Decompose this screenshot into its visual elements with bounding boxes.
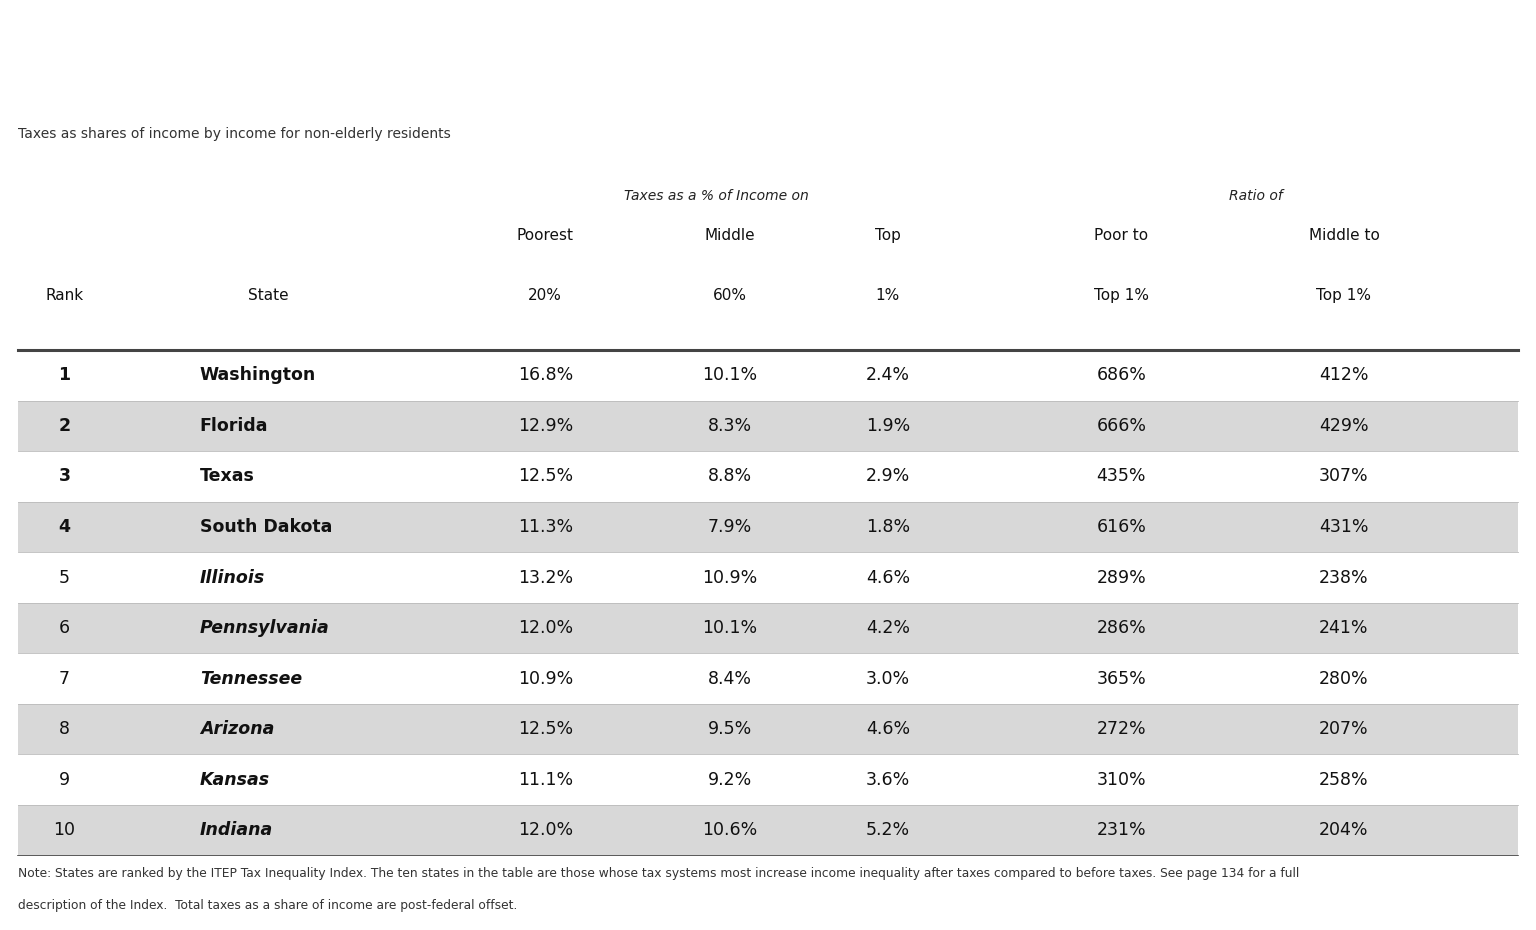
Text: 207%: 207% xyxy=(1319,720,1369,738)
Bar xyxy=(18,754,1518,805)
Text: 7: 7 xyxy=(58,670,71,687)
Text: 20%: 20% xyxy=(528,288,562,303)
Text: 272%: 272% xyxy=(1097,720,1146,738)
Bar xyxy=(18,401,1518,451)
Text: State: State xyxy=(249,288,289,303)
Text: Top 1%: Top 1% xyxy=(1094,288,1149,303)
Bar xyxy=(18,451,1518,501)
Text: Indiana: Indiana xyxy=(200,821,273,839)
Bar xyxy=(18,501,1518,552)
Bar xyxy=(18,704,1518,754)
Text: 365%: 365% xyxy=(1097,670,1146,687)
Bar xyxy=(18,805,1518,856)
Text: 204%: 204% xyxy=(1319,821,1369,839)
Text: 10.6%: 10.6% xyxy=(702,821,757,839)
Text: 4.6%: 4.6% xyxy=(866,568,909,587)
Text: 4.2%: 4.2% xyxy=(866,619,909,637)
Text: 60%: 60% xyxy=(713,288,746,303)
Text: 412%: 412% xyxy=(1319,366,1369,384)
Text: Rank: Rank xyxy=(46,288,83,303)
Text: 616%: 616% xyxy=(1097,518,1146,536)
Text: Illinois: Illinois xyxy=(200,568,264,587)
Text: 1: 1 xyxy=(58,366,71,384)
Text: Top: Top xyxy=(876,228,900,243)
Text: Poor to: Poor to xyxy=(1094,228,1149,243)
Text: 9.5%: 9.5% xyxy=(708,720,751,738)
Text: 13.2%: 13.2% xyxy=(518,568,573,587)
Text: ITEP's Terrible 10 Most Regressive State & Local Tax Systems: ITEP's Terrible 10 Most Regressive State… xyxy=(18,37,1174,70)
Text: 12.0%: 12.0% xyxy=(518,619,573,637)
Text: Tennessee: Tennessee xyxy=(200,670,301,687)
Text: Florida: Florida xyxy=(200,417,269,435)
Text: Note: States are ranked by the ITEP Tax Inequality Index. The ten states in the : Note: States are ranked by the ITEP Tax … xyxy=(18,867,1299,880)
Text: 8: 8 xyxy=(58,720,71,738)
Text: 258%: 258% xyxy=(1319,771,1369,789)
Text: 429%: 429% xyxy=(1319,417,1369,435)
Text: description of the Index.  Total taxes as a share of income are post-federal off: description of the Index. Total taxes as… xyxy=(18,898,518,911)
Text: 431%: 431% xyxy=(1319,518,1369,536)
Text: Pennsylvania: Pennsylvania xyxy=(200,619,329,637)
Text: 435%: 435% xyxy=(1097,468,1146,485)
Text: 9.2%: 9.2% xyxy=(708,771,751,789)
Text: 2: 2 xyxy=(58,417,71,435)
Text: Washington: Washington xyxy=(200,366,316,384)
Text: Kansas: Kansas xyxy=(200,771,270,789)
Text: Ratio of: Ratio of xyxy=(1229,190,1283,204)
Text: 4: 4 xyxy=(58,518,71,536)
Text: 5.2%: 5.2% xyxy=(866,821,909,839)
Text: 666%: 666% xyxy=(1097,417,1146,435)
Text: 8.8%: 8.8% xyxy=(708,468,751,485)
Text: 238%: 238% xyxy=(1319,568,1369,587)
Text: 1.9%: 1.9% xyxy=(866,417,909,435)
Bar xyxy=(18,654,1518,704)
Text: 8.3%: 8.3% xyxy=(708,417,751,435)
Text: 2.9%: 2.9% xyxy=(866,468,909,485)
Text: Middle to: Middle to xyxy=(1309,228,1379,243)
Text: 3: 3 xyxy=(58,468,71,485)
Text: Texas: Texas xyxy=(200,468,255,485)
Text: 10.1%: 10.1% xyxy=(702,366,757,384)
Text: 7.9%: 7.9% xyxy=(708,518,751,536)
Text: 12.5%: 12.5% xyxy=(518,468,573,485)
Text: 2.4%: 2.4% xyxy=(866,366,909,384)
Text: 12.9%: 12.9% xyxy=(518,417,573,435)
Text: 3.6%: 3.6% xyxy=(866,771,909,789)
Text: 12.5%: 12.5% xyxy=(518,720,573,738)
Text: 280%: 280% xyxy=(1319,670,1369,687)
Text: 286%: 286% xyxy=(1097,619,1146,637)
Bar xyxy=(18,552,1518,603)
Bar xyxy=(18,603,1518,654)
Text: 5: 5 xyxy=(58,568,71,587)
Text: 10: 10 xyxy=(54,821,75,839)
Text: 6: 6 xyxy=(58,619,71,637)
Text: Taxes as a % of Income on: Taxes as a % of Income on xyxy=(624,190,809,204)
Text: 11.3%: 11.3% xyxy=(518,518,573,536)
Text: Taxes as shares of income by income for non-elderly residents: Taxes as shares of income by income for … xyxy=(18,126,452,140)
Text: Arizona: Arizona xyxy=(200,720,273,738)
Text: 241%: 241% xyxy=(1319,619,1369,637)
Text: Poorest: Poorest xyxy=(516,228,574,243)
Text: 9: 9 xyxy=(58,771,71,789)
Text: Top 1%: Top 1% xyxy=(1316,288,1372,303)
Text: 4.6%: 4.6% xyxy=(866,720,909,738)
Text: 289%: 289% xyxy=(1097,568,1146,587)
Text: 10.1%: 10.1% xyxy=(702,619,757,637)
Text: 3.0%: 3.0% xyxy=(866,670,909,687)
Text: 8.4%: 8.4% xyxy=(708,670,751,687)
Text: 307%: 307% xyxy=(1319,468,1369,485)
Text: 12.0%: 12.0% xyxy=(518,821,573,839)
Text: 11.1%: 11.1% xyxy=(518,771,573,789)
Text: 686%: 686% xyxy=(1097,366,1146,384)
Bar xyxy=(18,350,1518,401)
Text: 1.8%: 1.8% xyxy=(866,518,909,536)
Text: 10.9%: 10.9% xyxy=(702,568,757,587)
Text: Middle: Middle xyxy=(705,228,754,243)
Text: 10.9%: 10.9% xyxy=(518,670,573,687)
Text: South Dakota: South Dakota xyxy=(200,518,332,536)
Text: 231%: 231% xyxy=(1097,821,1146,839)
Text: 1%: 1% xyxy=(876,288,900,303)
Text: 310%: 310% xyxy=(1097,771,1146,789)
Text: 16.8%: 16.8% xyxy=(518,366,573,384)
